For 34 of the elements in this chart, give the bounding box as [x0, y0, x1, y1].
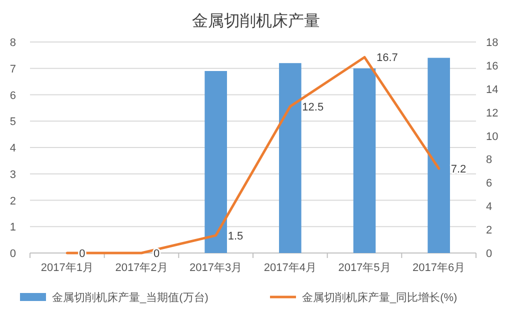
data-label: 0: [154, 248, 160, 260]
data-label: 16.7: [376, 52, 398, 64]
y-tick-label: 7: [10, 63, 16, 76]
y2-tick-label: 16: [486, 60, 498, 72]
y2-tick-label: 18: [486, 37, 498, 49]
y2-tick-label: 4: [486, 201, 492, 214]
y2-tick-label: 0: [486, 248, 492, 260]
legend-label: 金属切削机床产量_同比增长(%): [302, 291, 458, 304]
x-tick-label: 2017年5月: [338, 262, 391, 274]
y-tick-label: 8: [10, 37, 16, 49]
y2-tick-label: 12: [486, 107, 498, 120]
y-tick-label: 4: [10, 142, 16, 154]
y2-tick-label: 10: [486, 130, 498, 143]
data-label: 7.2: [450, 164, 466, 176]
y-tick-label: 6: [10, 90, 16, 102]
y-tick-label: 3: [10, 168, 16, 181]
y2-tick-label: 2: [486, 224, 492, 237]
chart-title: 金属切削机床产量: [192, 12, 320, 30]
y2-tick-label: 6: [486, 178, 492, 190]
y2-tick-label: 8: [486, 154, 492, 166]
data-label: 1.5: [228, 230, 244, 242]
y-tick-label: 1: [10, 222, 16, 234]
x-tick-label: 2017年3月: [190, 262, 242, 274]
y-tick-label: 0: [10, 248, 16, 260]
y2-tick-label: 14: [486, 84, 498, 96]
x-tick-label: 2017年4月: [264, 262, 316, 274]
data-label: 0: [79, 248, 86, 260]
y-tick-label: 2: [10, 195, 16, 208]
data-label: 12.5: [302, 101, 324, 114]
x-tick-label: 2017年1月: [40, 262, 94, 274]
legend-label: 金属切削机床产量_当期值(万台): [52, 291, 208, 304]
y-tick-label: 5: [10, 116, 16, 128]
x-tick-label: 2017年6月: [412, 262, 466, 274]
x-tick-label: 2017年2月: [115, 262, 168, 274]
